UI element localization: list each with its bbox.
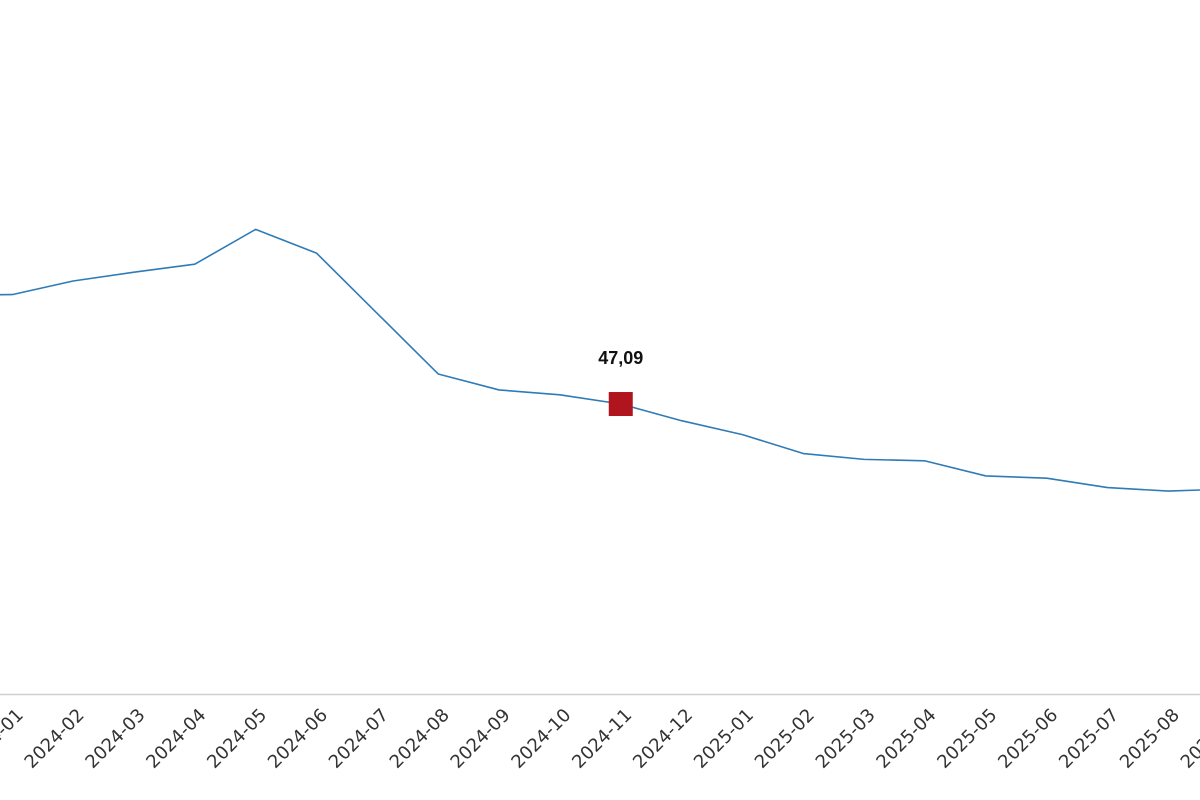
x-tick-label: 2024-02 — [21, 705, 89, 773]
x-tick-label: 2024-11 — [568, 705, 636, 773]
x-tick-label: 2025-03 — [812, 705, 880, 773]
x-tick-label: 2024-01 — [0, 705, 28, 773]
highlight-marker — [608, 392, 633, 417]
x-tick-label: 2024-10 — [507, 705, 575, 773]
x-tick-label: 2024-04 — [142, 705, 210, 773]
x-tick-label: 2025-05 — [933, 705, 1001, 773]
x-tick-label: 2025-02 — [751, 705, 819, 773]
x-tick-label: 2024-09 — [447, 705, 515, 773]
x-tick-label: 2024-05 — [203, 705, 271, 773]
x-tick-label: 2025-07 — [1055, 705, 1123, 773]
x-tick-label: 2024-06 — [264, 705, 332, 773]
value-label: 47,09 — [598, 348, 643, 368]
x-tick-label: 2025-09 — [1177, 705, 1200, 773]
x-tick-label: 2024-08 — [386, 705, 454, 773]
line-series — [0, 228, 1200, 492]
x-tick-label: 2025-06 — [994, 705, 1062, 773]
x-tick-label: 2025-01 — [690, 705, 758, 773]
x-tick-label: 2024-03 — [81, 705, 149, 773]
x-tick-label: 2025-04 — [872, 705, 940, 773]
x-tick-label: 2024-07 — [325, 705, 393, 773]
x-tick-label: 2024-12 — [629, 705, 697, 773]
x-tick-label: 2025-08 — [1116, 705, 1184, 773]
